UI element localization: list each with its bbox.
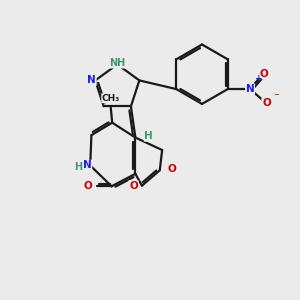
Text: H: H (74, 162, 82, 172)
Text: N: N (87, 75, 96, 85)
Text: O: O (168, 164, 177, 174)
Text: CH₃: CH₃ (102, 94, 120, 103)
Text: +: + (255, 74, 263, 83)
Text: O: O (259, 69, 268, 79)
Text: O: O (83, 181, 92, 191)
Text: N: N (83, 160, 92, 170)
Text: ⁻: ⁻ (273, 92, 279, 102)
Text: H: H (144, 131, 153, 141)
Text: O: O (129, 181, 138, 191)
Text: O: O (262, 98, 271, 108)
Text: NH: NH (109, 58, 125, 68)
Text: N: N (246, 84, 254, 94)
